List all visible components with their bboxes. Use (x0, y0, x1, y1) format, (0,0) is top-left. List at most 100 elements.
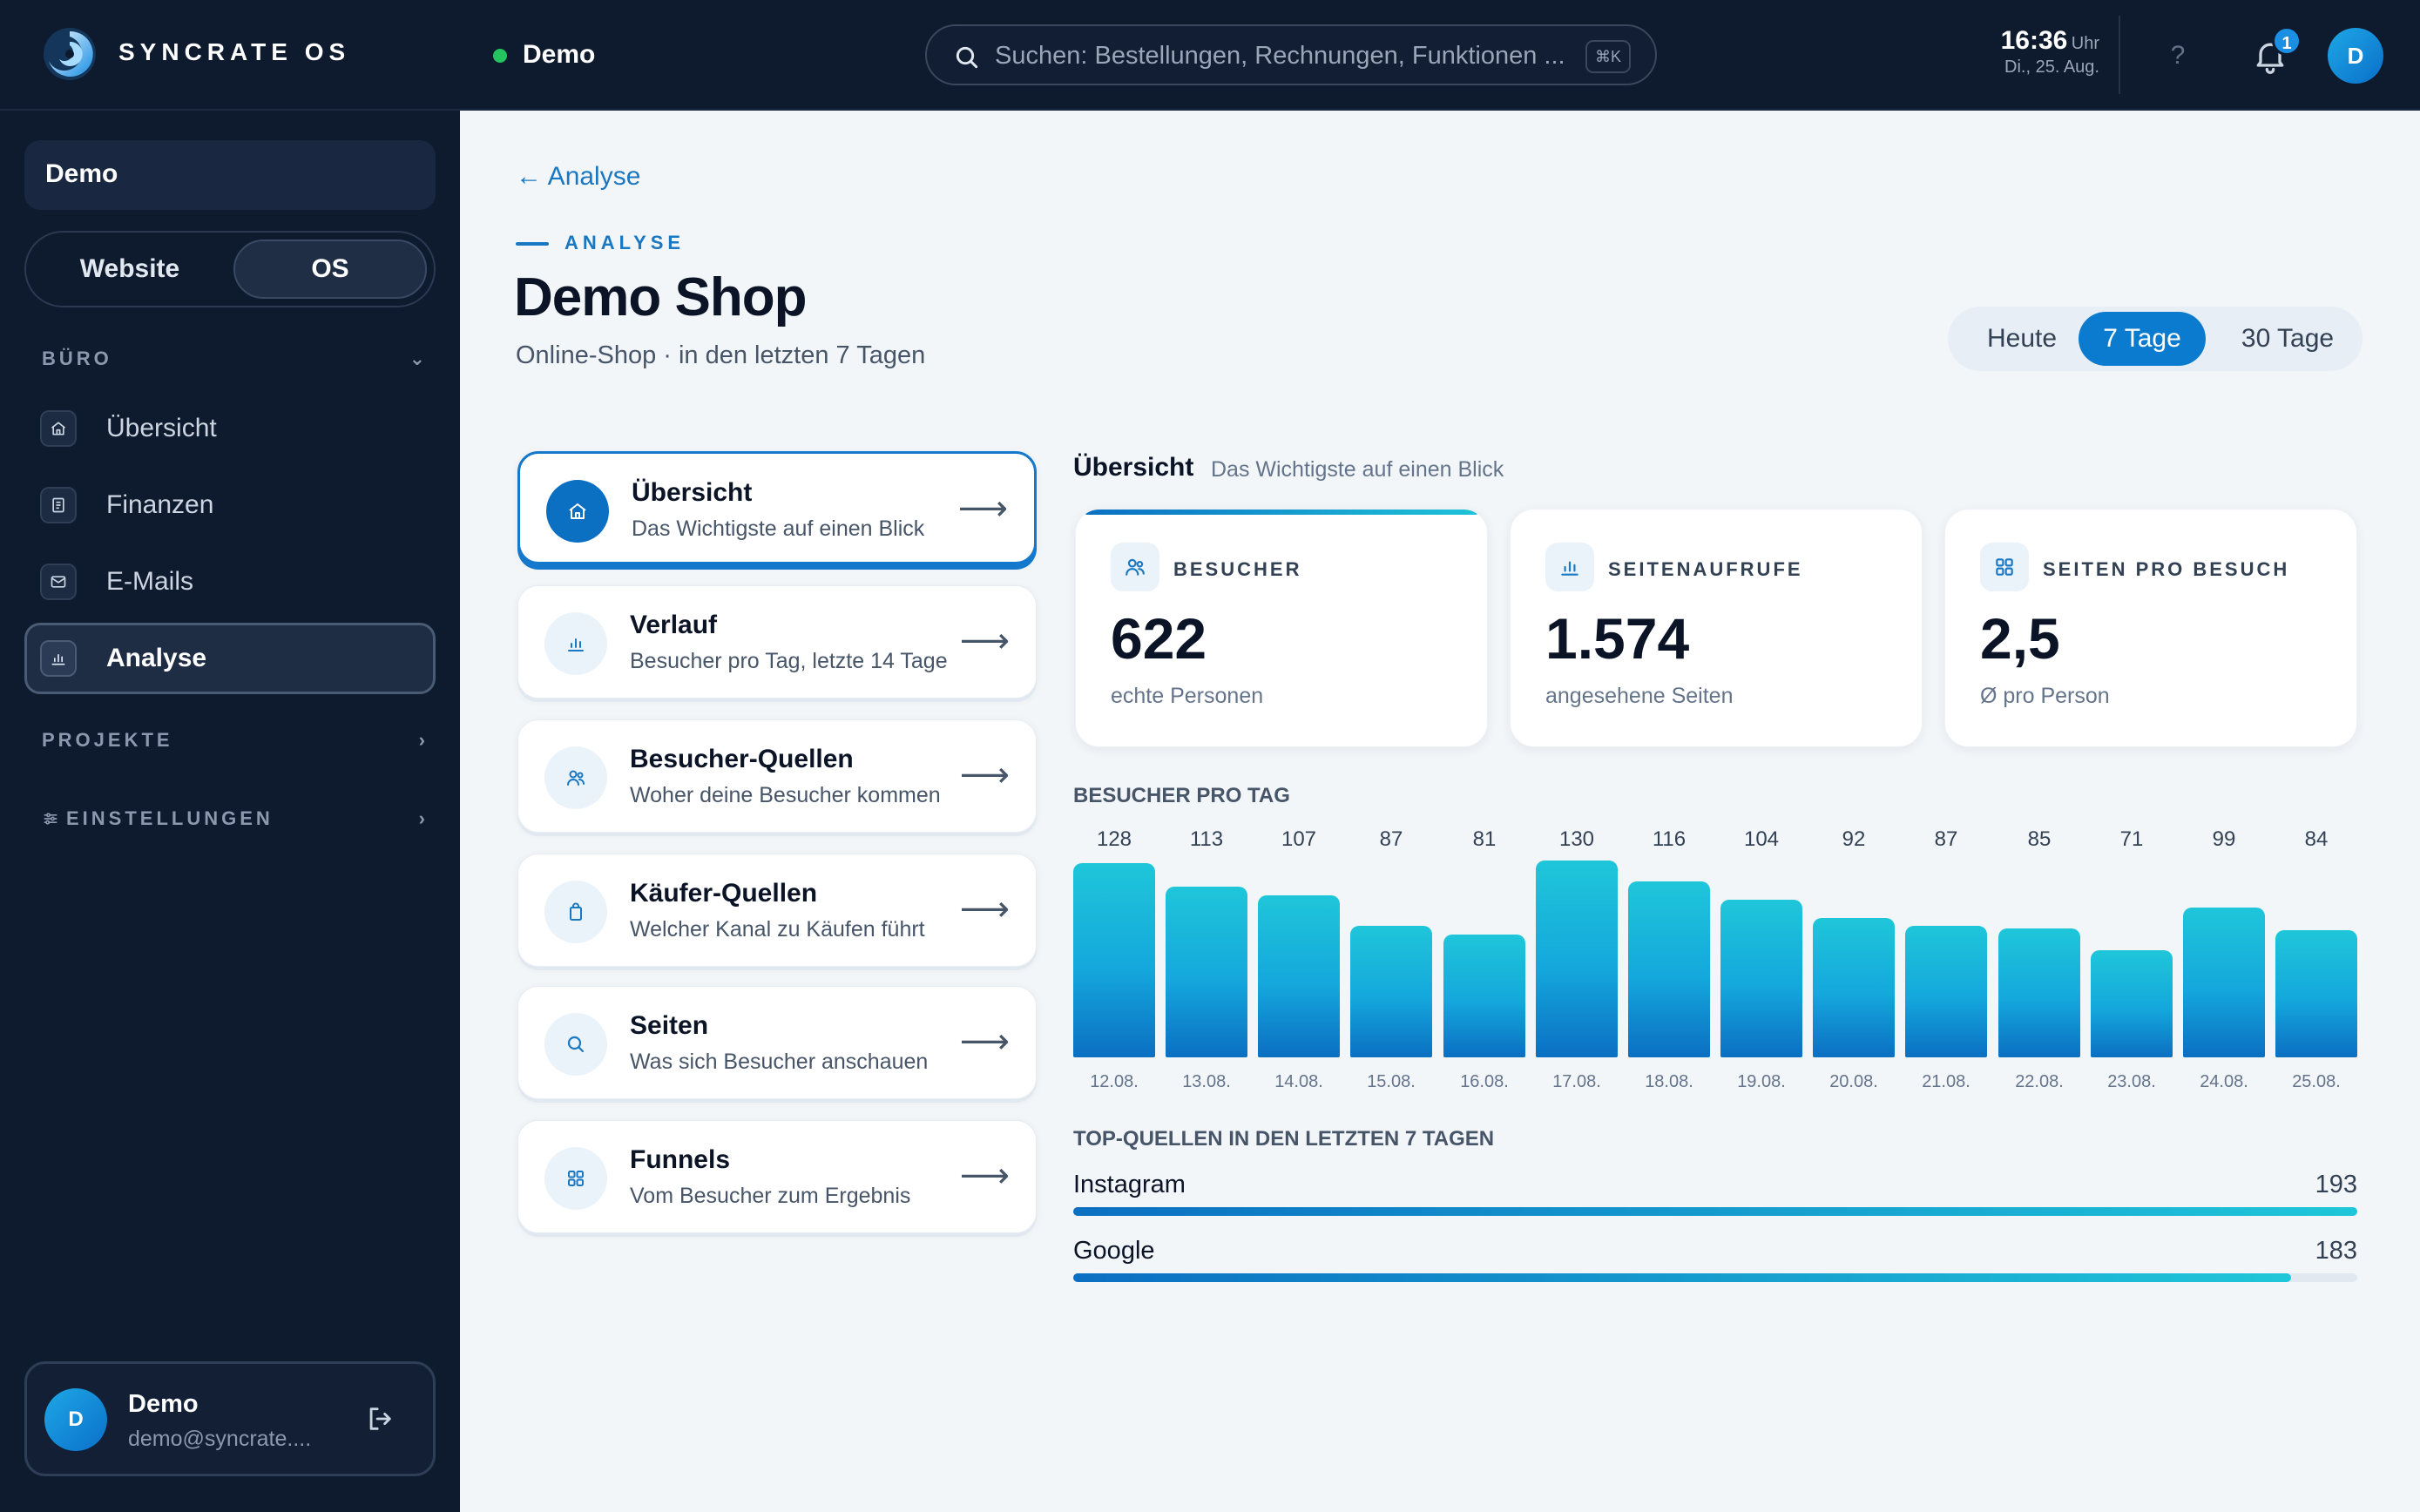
sidebar-item-label: E-Mails (106, 567, 194, 596)
chart-data-label: 107 (1281, 827, 1317, 851)
kpi-subtitle: echte Personen (1111, 684, 1264, 708)
sidebar-item-finanzen[interactable]: Finanzen (24, 469, 436, 541)
help-button[interactable]: ? (2170, 41, 2186, 70)
section-einstellungen-label: EINSTELLUNGEN (66, 807, 274, 829)
chart-bar[interactable] (2183, 908, 2265, 1057)
kpi-label: BESUCHER (1173, 558, 1302, 580)
chart-bar[interactable] (1443, 935, 1525, 1057)
sliders-icon (44, 813, 57, 825)
range-today[interactable]: Heute (1986, 324, 2058, 353)
sidebar: Demo Website OS BÜRO ⌄ Übersicht Finanze… (0, 111, 460, 1512)
bar-chart-icon (40, 640, 77, 677)
menu-card-besucher-quellen[interactable]: Besucher-Quellen Woher deine Besucher ko… (517, 719, 1037, 833)
chart-x-tick-label: 20.08. (1829, 1072, 1878, 1091)
chart-data-label: 116 (1652, 827, 1687, 851)
global-search[interactable]: Suchen: Bestellungen, Rechnungen, Funkti… (925, 24, 1657, 85)
syncrate-logo-icon[interactable] (42, 26, 98, 82)
section-projekte-label: PROJEKTE (42, 729, 173, 751)
chart-bar[interactable] (1073, 863, 1155, 1057)
chart-data-label: 113 (1189, 827, 1224, 851)
chart-x-tick-label: 18.08. (1645, 1072, 1693, 1091)
range-30-days[interactable]: 30 Tage (2241, 324, 2335, 353)
menu-card-subtitle: Besucher pro Tag, letzte 14 Tage (630, 649, 948, 673)
logout-icon[interactable] (365, 1404, 395, 1434)
arrow-right-icon: ⟶ (957, 489, 1008, 528)
menu-card-subtitle: Woher deine Besucher kommen (630, 783, 941, 807)
search-icon (956, 46, 978, 69)
workspace-selector[interactable]: Demo (24, 140, 436, 210)
chart-bar[interactable] (1350, 926, 1432, 1057)
source-row-instagram: Instagram 193 (1073, 1171, 2357, 1218)
menu-card-uebersicht[interactable]: Übersicht Das Wichtigste auf einen Blick… (517, 451, 1037, 564)
chart-bar[interactable] (1166, 887, 1247, 1057)
chart-bar[interactable] (1813, 918, 1895, 1057)
topbar-divider (2119, 16, 2120, 94)
chart-data-label: 99 (2212, 827, 2236, 851)
toggle-website[interactable]: Website (79, 254, 180, 283)
chevron-down-icon: ⌄ (409, 348, 425, 369)
chart-x-tick-label: 14.08. (1274, 1072, 1323, 1091)
chart-x-tick-label: 17.08. (1552, 1072, 1601, 1091)
workspace-name[interactable]: Demo (523, 40, 596, 69)
user-card[interactable]: D Demo demo@syncrate.... (24, 1361, 436, 1476)
arrow-right-icon: ⟶ (959, 1157, 1010, 1195)
receipt-icon (40, 487, 77, 523)
chart-x-tick-label: 24.08. (2200, 1072, 2248, 1091)
range-7-days[interactable]: 7 Tage (2079, 312, 2206, 366)
sidebar-item-uebersicht[interactable]: Übersicht (24, 393, 436, 464)
home-icon (40, 410, 77, 447)
arrow-right-icon: ⟶ (959, 890, 1010, 928)
chart-bar[interactable] (1536, 861, 1618, 1057)
sidebar-item-analyse[interactable]: Analyse (24, 623, 436, 694)
chart-bar[interactable] (1998, 928, 2080, 1057)
menu-card-verlauf[interactable]: Verlauf Besucher pro Tag, letzte 14 Tage… (517, 585, 1037, 699)
user-card-name: Demo (128, 1390, 199, 1418)
back-link[interactable]: ← Analyse (516, 162, 641, 191)
chart-data-label: 87 (1379, 827, 1403, 851)
kpi-subtitle: Ø pro Person (1980, 684, 2110, 708)
menu-card-seiten[interactable]: Seiten Was sich Besucher anschauen ⟶ (517, 986, 1037, 1099)
overview-title: Übersicht (1073, 453, 1194, 482)
bar-chart-icon (544, 612, 607, 675)
home-icon (546, 480, 609, 543)
notification-badge: 1 (2272, 26, 2302, 56)
chevron-right-icon: › (418, 807, 425, 829)
top-bar: SYNCRATE OS Demo Suchen: Bestellungen, R… (0, 0, 2420, 111)
chart-bar[interactable] (2275, 930, 2357, 1057)
section-buero[interactable]: BÜRO ⌄ (42, 348, 425, 370)
chart-bar[interactable] (1720, 900, 1802, 1057)
search-shortcut-badge: ⌘K (1585, 40, 1631, 73)
source-bar-fill (1073, 1273, 2291, 1282)
clock-unit: Uhr (2071, 34, 2099, 53)
page-subtitle: Online-Shop · in den letzten 7 Tagen (516, 341, 926, 369)
source-bar-fill (1073, 1207, 2357, 1216)
kpi-subtitle: angesehene Seiten (1545, 684, 1734, 708)
source-bar-track (1073, 1273, 2357, 1282)
arrow-right-icon: ⟶ (959, 622, 1010, 660)
kpi-value: 2,5 (1980, 606, 2060, 671)
arrow-right-icon: ⟶ (959, 1023, 1010, 1061)
chart-bar[interactable] (2091, 950, 2173, 1057)
menu-card-kaeufer-quellen[interactable]: Käufer-Quellen Welcher Kanal zu Käufen f… (517, 854, 1037, 967)
source-name: Google (1073, 1237, 1155, 1265)
date-range-selector: Heute 7 Tage 30 Tage (1948, 307, 2363, 371)
chart-x-tick-label: 12.08. (1090, 1072, 1139, 1091)
toggle-os[interactable]: OS (233, 240, 427, 299)
menu-card-funnels[interactable]: Funnels Vom Besucher zum Ergebnis ⟶ (517, 1120, 1037, 1233)
search-icon (544, 1013, 607, 1076)
sidebar-item-emails[interactable]: E-Mails (24, 546, 436, 618)
brand-name: SYNCRATE OS (118, 38, 351, 65)
chart-data-label: 130 (1558, 827, 1595, 851)
user-avatar[interactable]: D (2328, 28, 2383, 84)
chart-bar[interactable] (1258, 895, 1340, 1057)
chart-data-label: 128 (1096, 827, 1132, 851)
chart-bar[interactable] (1905, 926, 1987, 1057)
arrow-right-icon: ⟶ (959, 756, 1010, 794)
chart-bar[interactable] (1628, 881, 1710, 1057)
bar-chart-icon (1545, 543, 1594, 591)
section-einstellungen[interactable]: EINSTELLUNGEN › (42, 807, 425, 830)
chevron-right-icon: › (418, 729, 425, 751)
menu-card-subtitle: Was sich Besucher anschauen (630, 1050, 929, 1074)
chart-x-tick-label: 13.08. (1182, 1072, 1231, 1091)
section-projekte[interactable]: PROJEKTE › (42, 729, 425, 752)
